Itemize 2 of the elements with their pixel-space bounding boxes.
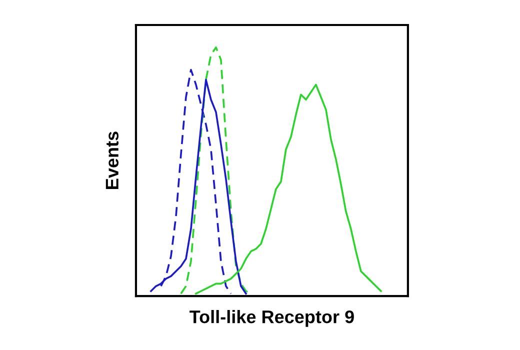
y-axis-title: Events: [106, 132, 119, 189]
x-axis-title: Toll-like Receptor 9: [190, 310, 354, 327]
